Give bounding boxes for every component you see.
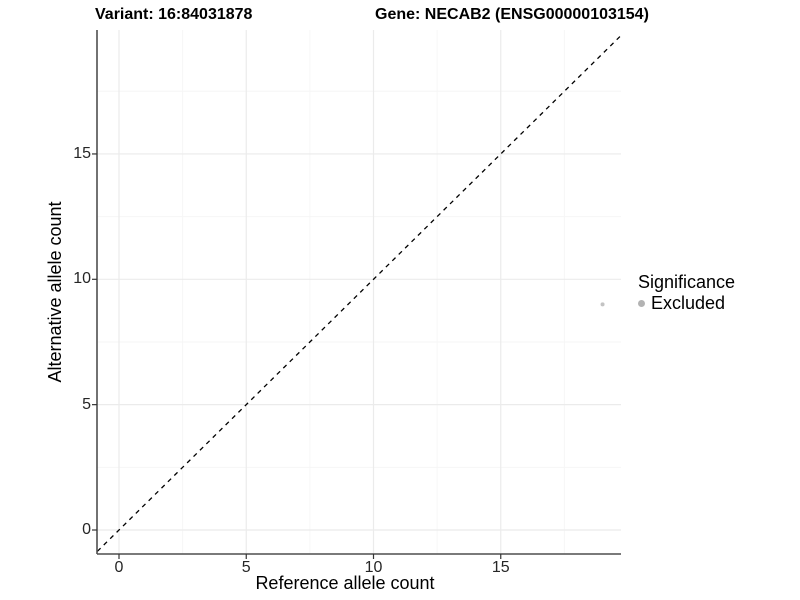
x-tick-label: 10 [364,559,383,576]
legend-entry-label: Excluded [651,293,726,313]
y-tick-label: 10 [73,270,91,288]
legend-entry-excluded: Excluded [638,294,735,312]
variant-title: Variant: 16:84031878 [95,6,253,23]
y-tick-label: 5 [82,395,91,413]
y-tick-label: 15 [73,144,91,162]
x-tick-label: 15 [491,559,510,576]
excluded-point-icon [638,299,645,307]
x-tick-label: 0 [114,559,124,576]
legend: Significance Excluded [638,273,735,312]
legend-title: Significance [638,272,736,292]
y-axis-title: Alternative allele count [45,201,65,383]
gene-title: Gene: NECAB2 (ENSG00000103154) [375,6,649,23]
data-point [600,302,605,307]
x-tick-label: 5 [241,559,251,576]
identity-line [96,35,622,552]
x-axis-title: Reference allele count [255,573,435,593]
y-tick-label: 0 [82,521,91,538]
